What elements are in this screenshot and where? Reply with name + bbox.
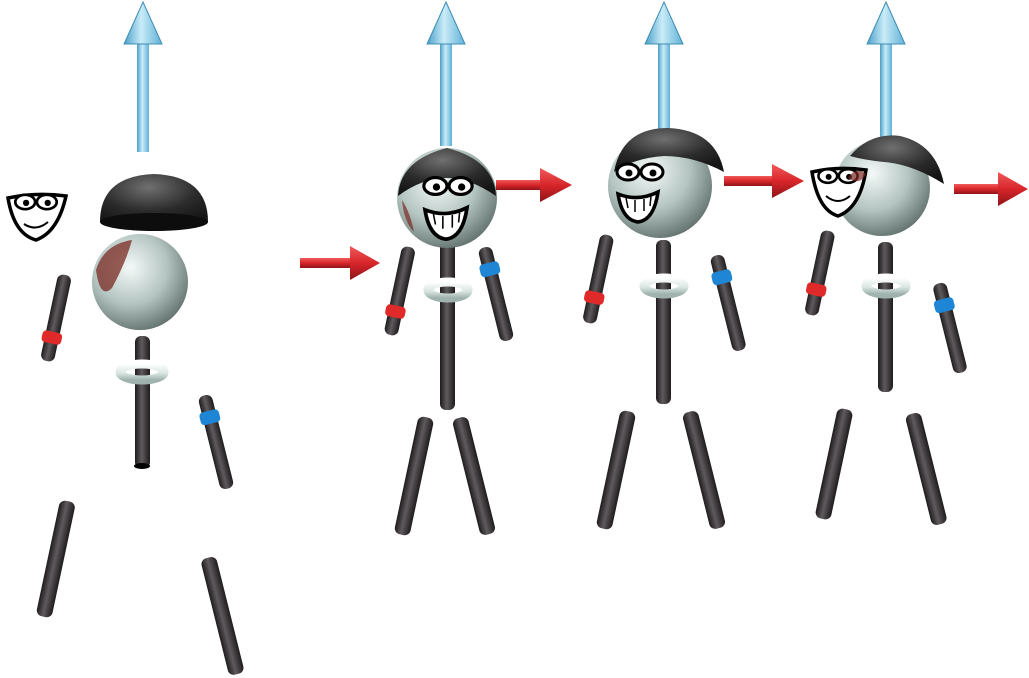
- leg-right-1: [201, 557, 244, 675]
- right-arrow-0: [300, 246, 380, 280]
- floating-face: [5, 192, 69, 242]
- head-1: [92, 234, 188, 330]
- torso-1: [115, 336, 169, 469]
- torso-4: [861, 242, 911, 392]
- leg-left-4: [815, 408, 853, 520]
- leg-right-4: [905, 413, 947, 525]
- up-arrow-3: [644, 0, 684, 138]
- torso-3: [639, 240, 689, 404]
- arm-left-2: [384, 246, 415, 336]
- leg-right-3: [682, 411, 726, 529]
- leg-left-3: [596, 410, 636, 530]
- arm-left-3: [583, 234, 614, 324]
- right-arrow-2: [724, 164, 804, 198]
- figure-assembled-2: [384, 0, 514, 536]
- figure-assembled-3: [583, 0, 746, 530]
- helmet-1: [100, 174, 208, 231]
- leg-right-2: [452, 417, 496, 535]
- arm-right-3: [710, 255, 746, 351]
- leg-left-1: [36, 500, 75, 618]
- right-arrow-1: [496, 168, 572, 202]
- up-arrow-1: [123, 0, 163, 152]
- head-2: [397, 148, 497, 248]
- arm-right-2: [478, 247, 514, 341]
- figure-assembled-4: [805, 0, 967, 525]
- up-arrow-4: [866, 0, 906, 144]
- figure-exploded: [5, 0, 244, 675]
- arm-right-1: [198, 395, 234, 489]
- arm-left-1: [41, 274, 71, 362]
- torso-2: [423, 238, 473, 410]
- up-arrow-2: [426, 0, 466, 146]
- arm-left-4: [805, 230, 835, 316]
- head-4: [810, 135, 944, 236]
- head-3: [608, 128, 724, 238]
- right-arrow-3: [954, 172, 1028, 206]
- leg-left-2: [394, 416, 434, 536]
- arm-right-4: [933, 282, 967, 374]
